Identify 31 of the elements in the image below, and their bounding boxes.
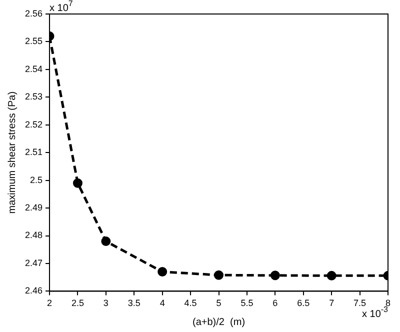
point xyxy=(326,270,336,280)
x-tick-label: 7 xyxy=(329,298,334,308)
y-tick-label: 2.56 xyxy=(24,8,43,18)
y-tick-label: 2.55 xyxy=(24,36,43,46)
x-tick-label: 5 xyxy=(216,298,222,308)
y-tick-label: 2.54 xyxy=(24,64,43,74)
point xyxy=(72,178,82,188)
y-tick-label: 2.46 xyxy=(24,286,43,296)
y-tick-label: 2.53 xyxy=(24,92,43,102)
x-tick-label: 3.5 xyxy=(128,298,140,308)
y-tick-label: 2.5 xyxy=(30,174,43,185)
y-tick-label: 2.47 xyxy=(24,258,43,268)
x-tick-label: 5.5 xyxy=(240,298,254,308)
point xyxy=(270,270,280,280)
y-tick-label: 2.49 xyxy=(24,202,43,213)
point xyxy=(214,270,224,280)
y-tick-label: 2.51 xyxy=(24,147,43,158)
point xyxy=(101,236,111,246)
y-tick-label: 2.52 xyxy=(24,119,43,130)
x-tick-label: 4.5 xyxy=(184,298,197,308)
x-axis-title: (a+b)/2 (m) xyxy=(192,316,246,328)
x-tick-label: 6.5 xyxy=(297,298,310,308)
x-tick-label: 6 xyxy=(272,298,278,308)
x-tick-label: 7.5 xyxy=(354,298,366,308)
x-tick-label: 2 xyxy=(47,298,52,308)
x-tick-label: 3 xyxy=(103,298,108,308)
point xyxy=(158,267,168,277)
y-tick-label: 2.48 xyxy=(24,230,43,240)
x-tick-label: 2.5 xyxy=(71,298,84,308)
x-tick-label: 4 xyxy=(160,298,165,308)
y-axis-title: maximum shear stress (Pa) xyxy=(6,91,18,214)
